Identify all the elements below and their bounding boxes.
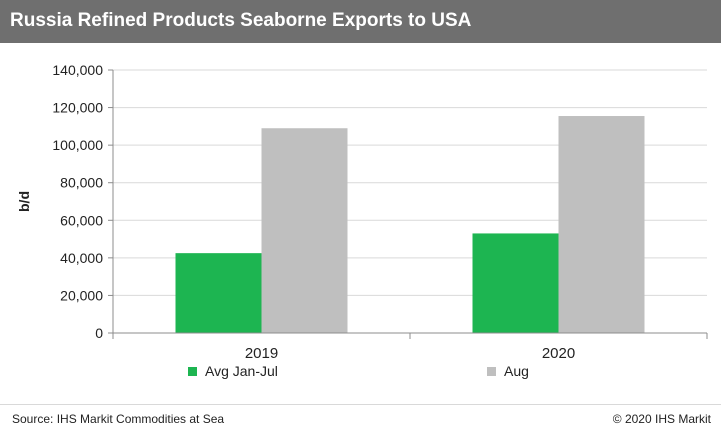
source-note: Source: IHS Markit Commodities at Sea xyxy=(12,412,225,426)
footer: Source: IHS Markit Commodities at Sea © … xyxy=(0,404,721,434)
bar-aug-2019 xyxy=(261,128,348,333)
legend-label: Aug xyxy=(504,363,529,379)
y-tick-label: 100,000 xyxy=(52,137,103,153)
x-tick-label: 2020 xyxy=(542,345,575,362)
y-tick-label: 20,000 xyxy=(60,287,103,303)
axes: 0 20,000 40,000 60,000 80,000 100,000 120,000 1… xyxy=(16,62,708,362)
y-tick-label: 120,000 xyxy=(52,100,103,116)
y-tick-label: 0 xyxy=(95,325,103,341)
bar-aug-2020 xyxy=(558,116,645,334)
y-axis-label: b/d xyxy=(16,191,32,212)
chart-title: Russia Refined Products Seaborne Exports… xyxy=(10,10,472,31)
legend-swatch xyxy=(188,367,197,376)
bars xyxy=(175,116,645,334)
y-tick-label: 40,000 xyxy=(60,250,103,266)
y-tick-label: 140,000 xyxy=(52,62,103,78)
legend-swatch xyxy=(487,367,496,376)
y-tick-label: 80,000 xyxy=(60,175,103,191)
legend: Avg Jan-Jul Aug xyxy=(188,363,529,379)
legend-label: Avg Jan-Jul xyxy=(205,363,278,379)
bar-avg-jan-jul-2020 xyxy=(472,233,559,333)
bar-avg-jan-jul-2019 xyxy=(175,253,262,333)
y-tick-label: 60,000 xyxy=(60,212,103,228)
x-tick-label: 2019 xyxy=(245,345,278,362)
bar-chart: 0 20,000 40,000 60,000 80,000 100,000 120,000 1… xyxy=(16,62,708,379)
title-bar: Russia Refined Products Seaborne Exports… xyxy=(0,0,721,43)
copyright-note: © 2020 IHS Markit xyxy=(612,412,711,426)
